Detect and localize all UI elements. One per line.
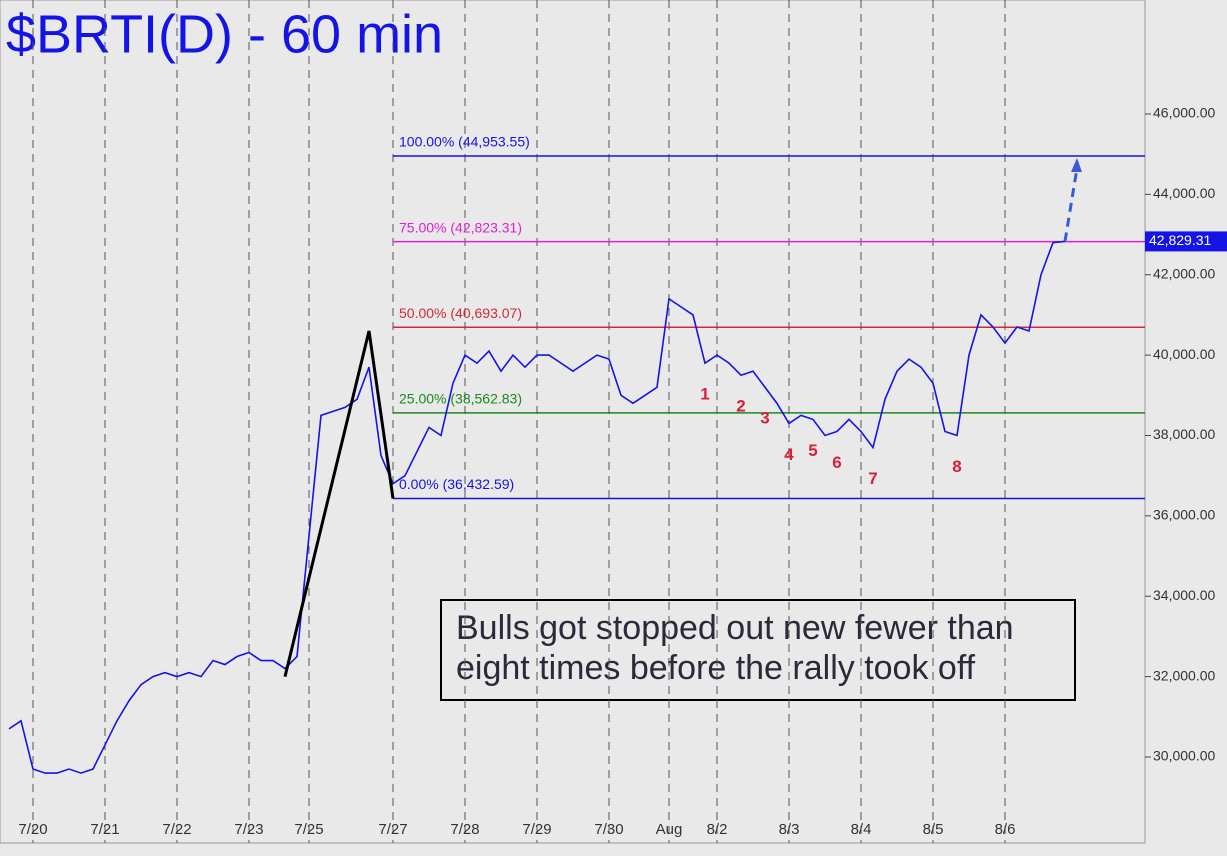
y-tick-label: 46,000.00 [1153, 105, 1215, 121]
y-tick-label: 44,000.00 [1153, 185, 1215, 201]
x-tick-label: 8/6 [995, 821, 1016, 838]
y-tick-label: 40,000.00 [1153, 346, 1215, 362]
x-tick-label: 7/25 [294, 821, 323, 838]
plot-frame [0, 0, 1146, 844]
wave-label: 6 [832, 453, 841, 472]
y-tick-label: 32,000.00 [1153, 667, 1215, 683]
x-tick-label: Aug [656, 821, 683, 838]
annotation-box [440, 599, 1076, 701]
wave-label: 2 [736, 397, 745, 416]
y-tick-label: 30,000.00 [1153, 748, 1215, 764]
y-tick-label: 42,000.00 [1153, 265, 1215, 281]
x-tick-label: 7/27 [378, 821, 407, 838]
wave-label: 5 [808, 441, 817, 460]
wave-label: 3 [760, 409, 769, 428]
x-tick-label: 7/29 [522, 821, 551, 838]
x-tick-label: 7/22 [162, 821, 191, 838]
level-label: 0.00% (36,432.59) [399, 476, 514, 492]
price-line [8, 240, 1066, 774]
level-label: 25.00% (38,562.83) [399, 391, 522, 407]
last-price-box [1145, 231, 1227, 252]
arrow-head [1071, 158, 1082, 173]
y-tick-label: 34,000.00 [1153, 587, 1215, 603]
x-tick-label: 8/4 [851, 821, 872, 838]
y-tick-label: 38,000.00 [1153, 426, 1215, 442]
level-label: 100.00% (44,953.55) [399, 134, 530, 150]
projection-arrow [1063, 167, 1079, 242]
x-tick-label: 7/28 [450, 821, 479, 838]
y-tick-label: 36,000.00 [1153, 507, 1215, 523]
annotation-line: Bulls got stopped out new fewer than [456, 609, 1014, 647]
x-tick-label: 7/21 [90, 821, 119, 838]
x-tick-label: 8/2 [707, 821, 728, 838]
chart-title: $BRTI(D) - 60 min [6, 4, 443, 64]
wave-label: 4 [784, 445, 794, 464]
level-label: 50.00% (40,693.07) [399, 305, 522, 321]
x-tick-label: 8/3 [779, 821, 800, 838]
annotation-line: eight times before the rally took off [456, 649, 976, 687]
x-tick-label: 7/20 [18, 821, 47, 838]
wave-label: 8 [952, 457, 961, 476]
last-price-label: 42,829.31 [1149, 232, 1211, 248]
wave-label: 1 [700, 385, 709, 404]
level-label: 75.00% (42,823.31) [399, 219, 522, 235]
x-tick-label: 7/23 [234, 821, 263, 838]
x-tick-label: 7/30 [594, 821, 623, 838]
wave-label: 7 [868, 469, 877, 488]
swing-line [283, 330, 395, 677]
x-tick-label: 8/5 [923, 821, 944, 838]
